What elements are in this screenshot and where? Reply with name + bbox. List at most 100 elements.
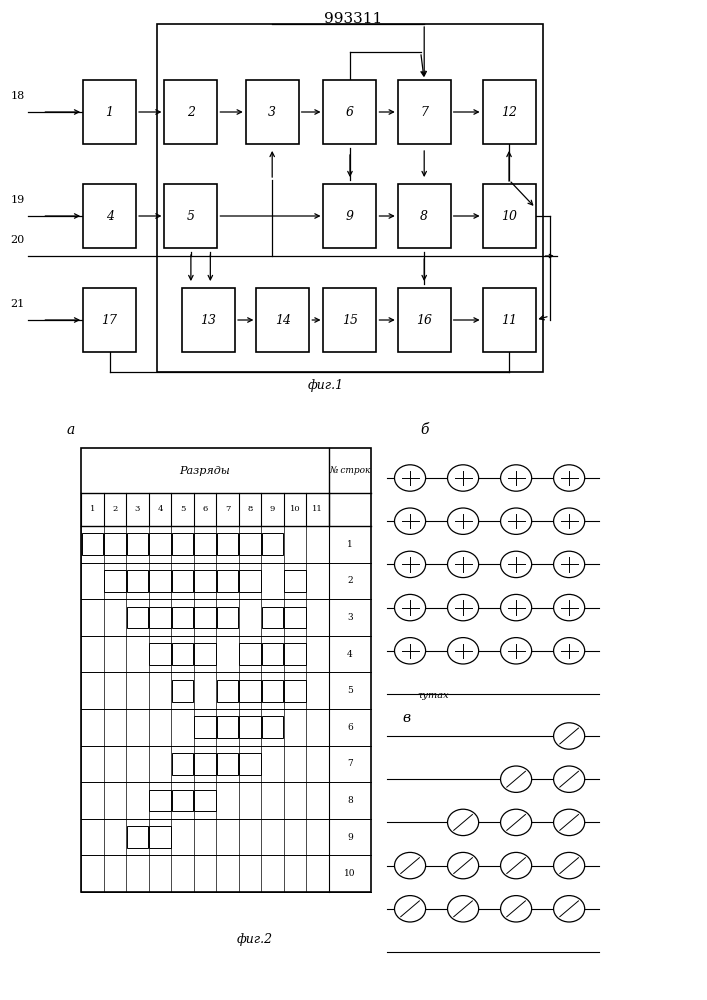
Bar [482,288,535,352]
Circle shape [501,896,532,922]
Point [235,630,243,642]
Bar [239,753,261,775]
Point [144,886,153,898]
Point [212,740,221,752]
Text: 18: 18 [11,91,25,101]
Point [235,740,243,752]
Point [235,776,243,788]
Point [325,630,333,642]
Point [302,557,310,569]
Point [144,593,153,605]
Point [77,849,86,861]
Point [257,813,266,825]
Point [235,557,243,569]
Circle shape [501,809,532,836]
Point [257,740,266,752]
Point [325,813,333,825]
Point [235,703,243,715]
Bar [194,790,216,811]
Point [77,776,86,788]
Point [367,593,375,605]
Point [122,557,131,569]
Bar [149,533,171,555]
Point [302,813,310,825]
Bar [82,533,103,555]
Text: 1: 1 [105,105,114,118]
Point [189,849,198,861]
Bar [216,570,238,592]
Point [235,593,243,605]
Point [383,515,392,527]
Point [212,666,221,678]
Point [144,886,153,898]
Point [302,630,310,642]
Point [302,740,310,752]
Point [144,487,153,499]
Point [212,666,221,678]
Point [302,813,310,825]
Circle shape [554,638,585,664]
Circle shape [554,896,585,922]
Point [279,703,288,715]
Circle shape [554,508,585,534]
Circle shape [395,896,426,922]
Point [257,630,266,642]
Bar [172,570,194,592]
Point [144,630,153,642]
Text: 4: 4 [347,650,353,659]
Text: 9: 9 [347,833,353,842]
Point [302,593,310,605]
Point [77,520,86,532]
Point [189,886,198,898]
Bar [262,680,284,702]
Point [325,487,333,499]
Point [77,776,86,788]
Circle shape [395,551,426,578]
Bar [83,288,136,352]
Bar [284,680,306,702]
Bar [397,80,451,144]
Point [122,557,131,569]
Bar [216,680,238,702]
Bar [216,716,238,738]
Bar [83,80,136,144]
Point [257,849,266,861]
Point [279,520,288,532]
Circle shape [501,594,532,621]
Point [100,520,108,532]
Point [77,593,86,605]
Point [100,886,108,898]
Point [367,630,375,642]
Bar [482,184,535,248]
Point [367,740,375,752]
Point [167,557,175,569]
Point [279,776,288,788]
Point [212,813,221,825]
Point [257,776,266,788]
Text: 3: 3 [347,613,353,622]
Point [77,666,86,678]
Point [77,487,86,499]
Bar [127,533,148,555]
Point [279,630,288,642]
Circle shape [448,594,479,621]
Circle shape [501,508,532,534]
Point [167,593,175,605]
Point [212,813,221,825]
Point [367,813,375,825]
Point [212,520,221,532]
Text: 9: 9 [346,210,354,223]
Bar [127,607,148,628]
Point [77,520,86,532]
Point [383,645,392,657]
Point [257,593,266,605]
Bar [397,288,451,352]
Point [167,813,175,825]
Point [189,849,198,861]
Circle shape [395,465,426,491]
Text: 19: 19 [11,195,25,205]
Point [367,776,375,788]
Bar [164,184,218,248]
Bar [104,533,126,555]
Circle shape [448,465,479,491]
